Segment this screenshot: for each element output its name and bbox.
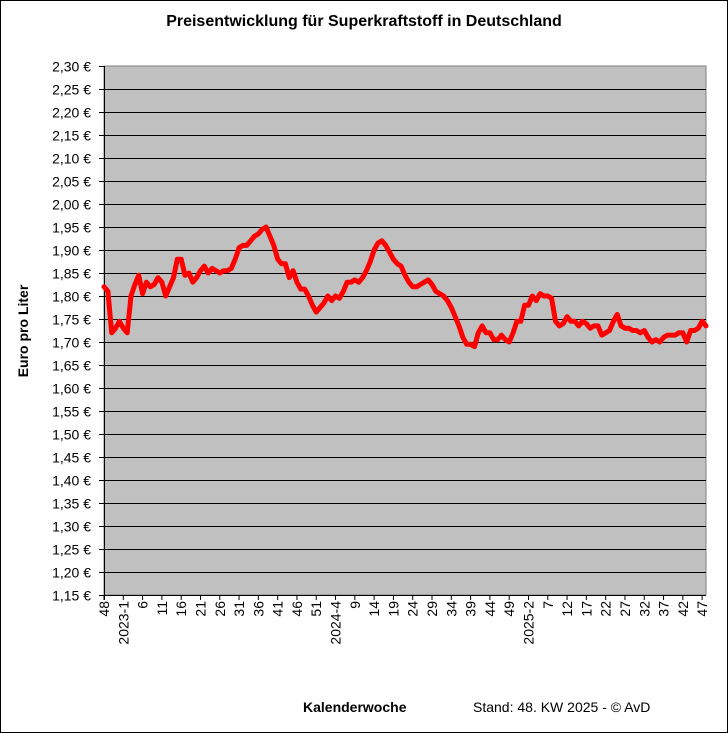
x-tick-label: 12 bbox=[559, 601, 575, 617]
x-tick-label: 6 bbox=[135, 601, 151, 609]
y-tick-label: 1,55 € bbox=[52, 404, 91, 420]
x-tick-label: 37 bbox=[656, 601, 672, 617]
x-tick-label: 42 bbox=[675, 601, 691, 617]
x-tick-label: 21 bbox=[192, 601, 208, 617]
x-tick-label: 51 bbox=[308, 601, 324, 617]
x-tick-label: 39 bbox=[463, 601, 479, 617]
y-tick-label: 1,70 € bbox=[52, 335, 91, 351]
x-tick-label: 2023-1 bbox=[115, 601, 131, 645]
y-tick-label: 1,20 € bbox=[52, 565, 91, 581]
x-tick-label: 11 bbox=[154, 601, 170, 616]
y-tick-label: 1,75 € bbox=[52, 312, 91, 328]
x-tick-label: 49 bbox=[501, 601, 517, 617]
y-tick-label: 1,95 € bbox=[52, 220, 91, 236]
plot-area bbox=[103, 65, 707, 596]
y-tick-label: 1,15 € bbox=[52, 588, 91, 604]
x-tick-label: 16 bbox=[173, 601, 189, 617]
y-tick-label: 1,80 € bbox=[52, 289, 91, 305]
y-tick-label: 1,45 € bbox=[52, 450, 91, 466]
x-tick-label: 44 bbox=[482, 601, 498, 617]
footnote: Stand: 48. KW 2025 - © AvD bbox=[473, 699, 651, 715]
y-tick-label: 1,60 € bbox=[52, 381, 91, 397]
x-tick-label: 27 bbox=[617, 601, 633, 617]
y-tick-label: 1,65 € bbox=[52, 358, 91, 374]
y-tick-label: 2,15 € bbox=[52, 128, 91, 144]
y-tick-label: 2,00 € bbox=[52, 197, 91, 213]
x-tick-label: 29 bbox=[424, 601, 440, 617]
x-axis-label: Kalenderwoche bbox=[303, 699, 407, 715]
x-tick-label: 36 bbox=[250, 601, 266, 617]
x-tick-label: 48 bbox=[96, 601, 112, 617]
x-tick-label: 9 bbox=[347, 601, 363, 609]
y-tick-label: 1,30 € bbox=[52, 519, 91, 535]
x-tick-label: 22 bbox=[598, 601, 614, 617]
x-tick-label: 47 bbox=[694, 601, 710, 617]
y-tick-label: 2,30 € bbox=[52, 59, 91, 75]
x-tick-label: 7 bbox=[540, 601, 556, 609]
y-tick-label: 2,20 € bbox=[52, 105, 91, 121]
y-tick-label: 1,90 € bbox=[52, 243, 91, 259]
x-tick-label: 32 bbox=[636, 601, 652, 617]
y-tick-label: 2,05 € bbox=[52, 174, 91, 190]
y-tick-label: 1,40 € bbox=[52, 473, 91, 489]
x-tick-label: 2025-2 bbox=[520, 601, 536, 645]
y-tick-label: 2,25 € bbox=[52, 82, 91, 98]
x-tick-label: 17 bbox=[578, 601, 594, 617]
x-tick-label: 46 bbox=[289, 601, 305, 617]
x-tick-label: 19 bbox=[385, 601, 401, 617]
x-tick-label: 2024-4 bbox=[328, 601, 344, 645]
x-tick-label: 26 bbox=[212, 601, 228, 617]
y-tick-label: 1,25 € bbox=[52, 542, 91, 558]
y-tick-label: 1,35 € bbox=[52, 496, 91, 512]
chart-title: Preisentwicklung für Superkraftstoff in … bbox=[166, 13, 562, 30]
x-tick-label: 24 bbox=[405, 601, 421, 617]
y-tick-label: 2,10 € bbox=[52, 151, 91, 167]
x-tick-label: 41 bbox=[270, 601, 286, 617]
y-tick-label: 1,50 € bbox=[52, 427, 91, 443]
x-tick-label: 31 bbox=[231, 601, 247, 617]
x-tick-label: 34 bbox=[443, 601, 459, 617]
x-tick-label: 14 bbox=[366, 601, 382, 617]
y-tick-label: 1,85 € bbox=[52, 266, 91, 282]
